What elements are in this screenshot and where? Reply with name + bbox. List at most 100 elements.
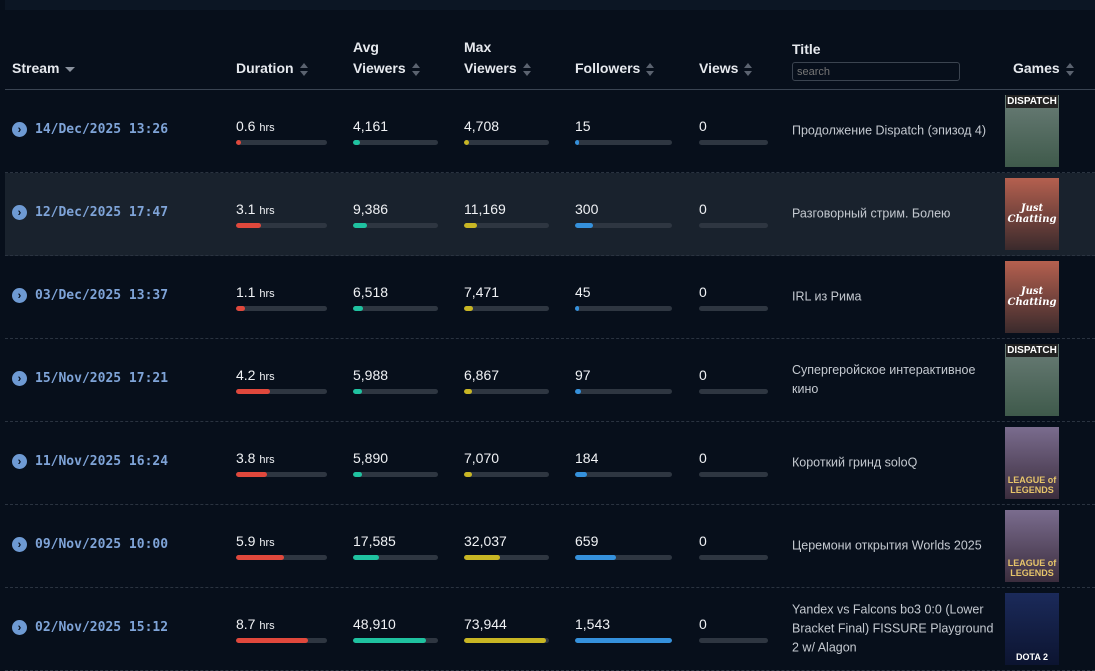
max-cell: 4,708 <box>464 118 549 145</box>
avg-cell: 48,910 <box>353 616 438 643</box>
followers-bar <box>575 140 672 145</box>
game-cover[interactable]: DISPATCH <box>1005 344 1059 416</box>
stream-date[interactable]: 12/Dec/2025 17:47 <box>35 205 169 220</box>
column-label: Followers <box>575 60 641 76</box>
column-label: Duration <box>236 60 294 76</box>
expand-icon[interactable]: › <box>12 288 27 303</box>
column-label: Avg <box>353 39 379 55</box>
stream-title: Продолжение Dispatch (эпизод 4) <box>792 123 987 138</box>
stream-link[interactable]: › 02/Nov/2025 15:12 <box>12 620 168 635</box>
views-cell: 0 <box>699 118 768 145</box>
duration-value: 0.6 hrs <box>236 118 327 136</box>
duration-cell: 3.8 hrs <box>236 450 327 477</box>
table-row[interactable]: › 02/Nov/2025 15:12 8.7 hrs 48,910 73,944… <box>5 588 1095 671</box>
table-row[interactable]: › 11/Nov/2025 16:24 3.8 hrs 5,890 7,070 1… <box>5 422 1095 505</box>
stream-link[interactable]: › 12/Dec/2025 17:47 <box>12 205 168 220</box>
max-value: 7,471 <box>464 284 549 302</box>
max-bar-fill <box>464 638 546 643</box>
table-row[interactable]: › 03/Dec/2025 13:37 1.1 hrs 6,518 7,471 4… <box>5 256 1095 339</box>
column-label: Title <box>792 41 821 57</box>
column-label: Views <box>699 60 739 76</box>
followers-value: 659 <box>575 533 672 551</box>
max-bar-fill <box>464 389 472 394</box>
followers-cell: 184 <box>575 450 672 477</box>
game-cover[interactable]: DISPATCH <box>1005 95 1059 167</box>
game-logo: DOTA 2 <box>1015 652 1048 662</box>
game-cover[interactable]: DOTA 2 <box>1005 593 1059 665</box>
sort-icon <box>1065 62 1075 76</box>
game-cover[interactable]: LEAGUE of LEGENDS <box>1005 510 1059 582</box>
stream-date[interactable]: 14/Dec/2025 13:26 <box>35 122 169 137</box>
views-value: 0 <box>699 616 768 634</box>
max-bar <box>464 472 549 477</box>
stream-date[interactable]: 02/Nov/2025 15:12 <box>35 620 169 635</box>
column-views[interactable]: Views <box>699 58 753 79</box>
max-bar-fill <box>464 223 477 228</box>
views-value: 0 <box>699 118 768 136</box>
table-row[interactable]: › 14/Dec/2025 13:26 0.6 hrs 4,161 4,708 1… <box>5 90 1095 173</box>
avg-bar <box>353 555 438 560</box>
stream-date[interactable]: 09/Nov/2025 10:00 <box>35 537 169 552</box>
column-games[interactable]: Games <box>1013 58 1075 79</box>
expand-icon[interactable]: › <box>12 537 27 552</box>
column-avg-viewers[interactable]: Avg Viewers <box>353 37 421 79</box>
avg-value: 6,518 <box>353 284 438 302</box>
column-duration[interactable]: Duration <box>236 58 309 79</box>
followers-number: 97 <box>575 367 591 383</box>
views-value: 0 <box>699 533 768 551</box>
expand-icon[interactable]: › <box>12 122 27 137</box>
duration-number: 0.6 <box>236 118 256 134</box>
game-cover[interactable]: LEAGUE of LEGENDS <box>1005 427 1059 499</box>
sort-icon <box>646 62 655 76</box>
column-stream[interactable]: Stream <box>12 58 76 79</box>
max-value: 6,867 <box>464 367 549 385</box>
table-row[interactable]: › 12/Dec/2025 17:47 3.1 hrs 9,386 11,169 … <box>5 173 1095 256</box>
game-cover[interactable]: Just Chatting <box>1005 178 1059 250</box>
followers-value: 184 <box>575 450 672 468</box>
table-row[interactable]: › 09/Nov/2025 10:00 5.9 hrs 17,585 32,037… <box>5 505 1095 588</box>
views-cell: 0 <box>699 367 768 394</box>
max-number: 73,944 <box>464 616 507 632</box>
stream-date[interactable]: 03/Dec/2025 13:37 <box>35 288 169 303</box>
followers-cell: 97 <box>575 367 672 394</box>
stream-link[interactable]: › 11/Nov/2025 16:24 <box>12 454 168 469</box>
duration-bar-fill <box>236 306 246 311</box>
views-number: 0 <box>699 533 707 549</box>
column-label: Stream <box>12 60 60 76</box>
game-logo: LEAGUE of LEGENDS <box>1007 558 1057 578</box>
followers-value: 15 <box>575 118 672 136</box>
duration-bar-fill <box>236 140 241 145</box>
followers-value: 45 <box>575 284 672 302</box>
stream-link[interactable]: › 09/Nov/2025 10:00 <box>12 537 168 552</box>
views-bar <box>699 306 768 311</box>
column-label: Viewers <box>464 60 517 76</box>
max-bar <box>464 389 549 394</box>
followers-bar <box>575 555 672 560</box>
title-search-input[interactable] <box>792 62 960 81</box>
views-value: 0 <box>699 284 768 302</box>
duration-cell: 3.1 hrs <box>236 201 327 228</box>
stream-date[interactable]: 11/Nov/2025 16:24 <box>35 454 169 469</box>
stream-title: Короткий гринд soloQ <box>792 455 918 470</box>
views-number: 0 <box>699 284 707 300</box>
table-row[interactable]: › 15/Nov/2025 17:21 4.2 hrs 5,988 6,867 9… <box>5 339 1095 422</box>
stream-link[interactable]: › 14/Dec/2025 13:26 <box>12 122 168 137</box>
expand-icon[interactable]: › <box>12 371 27 386</box>
expand-icon[interactable]: › <box>12 454 27 469</box>
stream-date[interactable]: 15/Nov/2025 17:21 <box>35 371 169 386</box>
followers-bar-fill <box>575 306 579 311</box>
avg-number: 5,890 <box>353 450 389 466</box>
max-number: 32,037 <box>464 533 507 549</box>
stream-link[interactable]: › 03/Dec/2025 13:37 <box>12 288 168 303</box>
column-followers[interactable]: Followers <box>575 58 655 79</box>
followers-cell: 1,543 <box>575 616 672 643</box>
game-cover[interactable]: Just Chatting <box>1005 261 1059 333</box>
column-max-viewers[interactable]: Max Viewers <box>464 37 532 79</box>
stream-title: Yandex vs Falcons bo3 0:0 (Lower Bracket… <box>792 602 994 655</box>
stream-link[interactable]: › 15/Nov/2025 17:21 <box>12 371 168 386</box>
expand-icon[interactable]: › <box>12 620 27 635</box>
max-bar <box>464 555 549 560</box>
avg-value: 48,910 <box>353 616 438 634</box>
duration-number: 3.8 <box>236 450 256 466</box>
expand-icon[interactable]: › <box>12 205 27 220</box>
